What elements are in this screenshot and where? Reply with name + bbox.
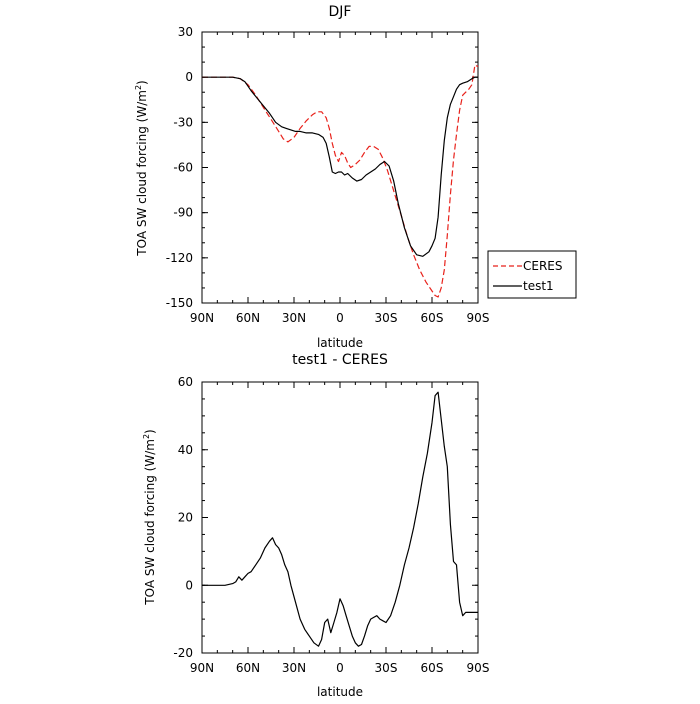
chart-title: DJF xyxy=(329,4,352,20)
y-axis-label-tail: ) xyxy=(143,429,157,434)
x-tick-label: 30N xyxy=(282,311,306,325)
x-axis-label: latitude xyxy=(317,685,363,699)
x-axis: 90N 60N 30N 0 30S 60S 90S xyxy=(190,382,490,675)
y-axis-label-main: TOA SW cloud forcing (W/m xyxy=(143,439,157,606)
x-tick-label: 90N xyxy=(190,661,214,675)
x-tick-label: 30N xyxy=(282,661,306,675)
x-tick-label: 90N xyxy=(190,311,214,325)
x-axis-label: latitude xyxy=(317,336,363,350)
y-tick-label: -150 xyxy=(166,296,193,310)
top-panel: DJF 30 0 -30 -60 -90 -120 -150 90N 60N 30N 0 30S 60… xyxy=(134,4,577,350)
series-line-test1 xyxy=(202,76,478,257)
x-axis: 90N 60N 30N 0 30S 60S 90S xyxy=(190,32,490,325)
y-tick-label: 0 xyxy=(185,578,193,592)
x-tick-label: 90S xyxy=(467,661,490,675)
plot-frame xyxy=(201,381,479,654)
x-tick-label: 60N xyxy=(236,661,260,675)
y-tick-label: -20 xyxy=(173,646,193,660)
x-tick-label: 0 xyxy=(336,311,344,325)
x-tick-label: 0 xyxy=(336,661,344,675)
chart-title: test1 - CERES xyxy=(292,352,388,368)
legend-label-test1: test1 xyxy=(523,279,554,293)
y-tick-label: -90 xyxy=(173,206,193,220)
series-line-difference xyxy=(202,391,478,647)
plot-frame xyxy=(201,31,479,304)
y-tick-label: 60 xyxy=(178,375,193,389)
series-layer xyxy=(202,391,478,647)
y-axis-label-tail: ) xyxy=(135,80,149,85)
y-tick-label: 20 xyxy=(178,511,193,525)
legend-label-ceres: CERES xyxy=(523,259,563,273)
y-tick-label: -30 xyxy=(173,115,193,129)
y-axis-label-main: TOA SW cloud forcing (W/m xyxy=(135,90,149,257)
bottom-panel: test1 - CERES 60 40 20 0 -20 90N 60N 30N 0 30S 60… xyxy=(142,352,489,699)
y-tick-label: -120 xyxy=(166,251,193,265)
y-axis-label: TOA SW cloud forcing (W/m2) xyxy=(142,429,157,605)
y-tick-label: 30 xyxy=(178,25,193,39)
x-tick-label: 60S xyxy=(421,311,444,325)
legend-box xyxy=(487,250,577,299)
x-tick-label: 30S xyxy=(375,661,398,675)
y-axis-label-superscript: 2 xyxy=(134,85,143,90)
y-tick-label: 0 xyxy=(185,70,193,84)
x-tick-label: 60N xyxy=(236,311,260,325)
y-axis-label: TOA SW cloud forcing (W/m2) xyxy=(134,80,149,256)
x-tick-label: 60S xyxy=(421,661,444,675)
series-line-ceres xyxy=(202,64,479,298)
x-tick-label: 90S xyxy=(467,311,490,325)
legend: CERES test1 xyxy=(487,250,577,299)
y-axis: 30 0 -30 -60 -90 -120 -150 xyxy=(166,25,478,310)
y-tick-label: 40 xyxy=(178,443,193,457)
y-tick-label: -60 xyxy=(173,161,193,175)
x-tick-label: 30S xyxy=(375,311,398,325)
y-axis-label-superscript: 2 xyxy=(142,434,151,439)
series-layer xyxy=(202,64,479,298)
